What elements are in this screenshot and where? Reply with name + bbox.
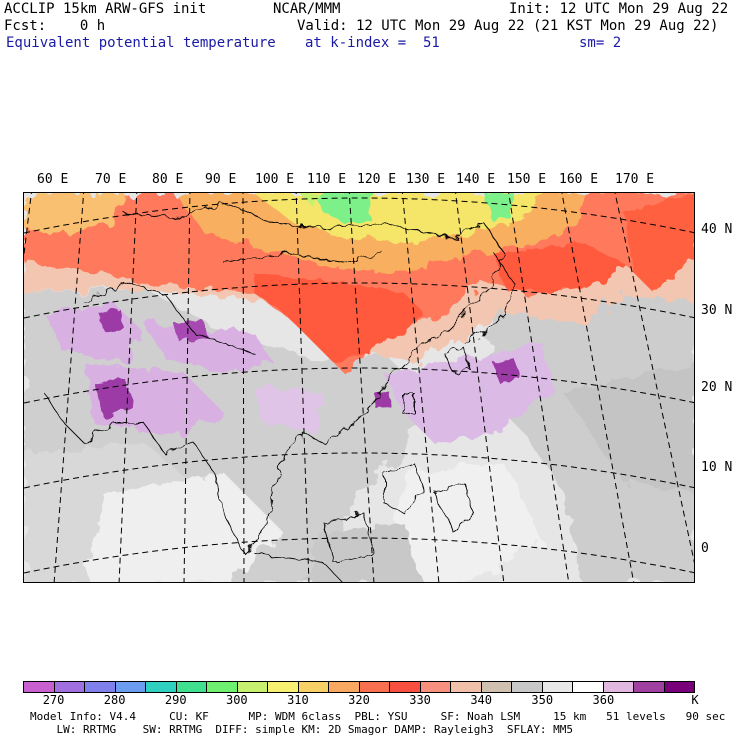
coastlines xyxy=(43,202,515,582)
colorbar-label: 360 xyxy=(592,693,615,707)
colorbar-cell xyxy=(451,682,482,692)
lat-label: 30 N xyxy=(701,303,733,318)
graticule xyxy=(24,193,694,582)
colorbar-cell xyxy=(512,682,543,692)
run-title: ACCLIP 15km ARW-GFS init xyxy=(4,1,207,17)
colorbar-label: 320 xyxy=(348,693,370,707)
green-zone xyxy=(299,193,514,223)
colorbar xyxy=(23,681,695,693)
lon-label: 140 E xyxy=(456,172,496,187)
colorbar-cell xyxy=(146,682,177,692)
lat-label: 20 N xyxy=(701,380,733,395)
colorbar-cell xyxy=(237,682,268,692)
lat-label: 0 xyxy=(701,541,709,556)
lon-label: 100 E xyxy=(255,172,295,187)
lon-label: 90 E xyxy=(205,172,237,187)
lon-label: 80 E xyxy=(152,172,184,187)
lon-label: 60 E xyxy=(37,172,69,187)
lon-label: 150 E xyxy=(507,172,547,187)
smoothing: sm= 2 xyxy=(579,35,622,51)
colorbar-label: 290 xyxy=(164,693,187,707)
lon-label: 170 E xyxy=(615,172,655,187)
colorbar-label: 310 xyxy=(287,693,309,707)
colorbar-cell xyxy=(390,682,421,692)
colorbar-label: 270 xyxy=(42,693,65,707)
colorbar-cell xyxy=(54,682,85,692)
colorbar-cell xyxy=(268,682,299,692)
colorbar-label: 340 xyxy=(470,693,493,707)
colorbar-cell xyxy=(176,682,207,692)
colorbar-label: 280 xyxy=(103,693,126,707)
map-canvas xyxy=(24,193,694,582)
colorbar-cell xyxy=(420,682,451,692)
org-label: NCAR/MMM xyxy=(273,1,341,17)
colorbar-cell xyxy=(664,682,694,692)
init-time: Init: 12 UTC Mon 29 Aug 22 xyxy=(509,1,729,17)
colorbar-cell xyxy=(573,682,604,692)
colorbar-cell xyxy=(329,682,360,692)
colorbar-cell xyxy=(85,682,116,692)
model-info-line2: LW: RRTMG SW: RRTMG DIFF: simple KM: 2D … xyxy=(30,723,574,736)
level-index: at k-index = 51 xyxy=(305,35,440,51)
colorbar-label: 350 xyxy=(531,693,554,707)
colorbar-cell xyxy=(298,682,329,692)
colorbar-cell xyxy=(207,682,238,692)
colorbar-cell xyxy=(603,682,634,692)
equivalent-potential-temperature-map xyxy=(23,192,695,583)
colorbar-label: 300 xyxy=(225,693,248,707)
colorbar-cell xyxy=(542,682,573,692)
red-core xyxy=(254,193,694,363)
lon-label: 130 E xyxy=(406,172,446,187)
colorbar-cell xyxy=(115,682,146,692)
lat-label: 40 N xyxy=(701,222,733,237)
field-name: Equivalent potential temperature xyxy=(6,35,276,51)
forecast-hour: Fcst: 0 h xyxy=(4,18,106,34)
colorbar-cell xyxy=(481,682,512,692)
model-info-line1: Model Info: V4.4 CU: KF MP: WDM 6class P… xyxy=(30,710,726,723)
lon-label: 70 E xyxy=(95,172,127,187)
valid-time: Valid: 12 UTC Mon 29 Aug 22 (21 KST Mon … xyxy=(297,18,719,34)
colorbar-label: K xyxy=(691,693,699,707)
colorbar-cell xyxy=(24,682,55,692)
colorbar-label: 330 xyxy=(409,693,431,707)
colorbar-cell xyxy=(359,682,390,692)
lat-label: 10 N xyxy=(701,460,733,475)
lon-label: 120 E xyxy=(357,172,397,187)
lon-label: 160 E xyxy=(559,172,599,187)
purple-cores xyxy=(94,308,519,418)
colorbar-cell xyxy=(634,682,665,692)
lon-label: 110 E xyxy=(307,172,347,187)
